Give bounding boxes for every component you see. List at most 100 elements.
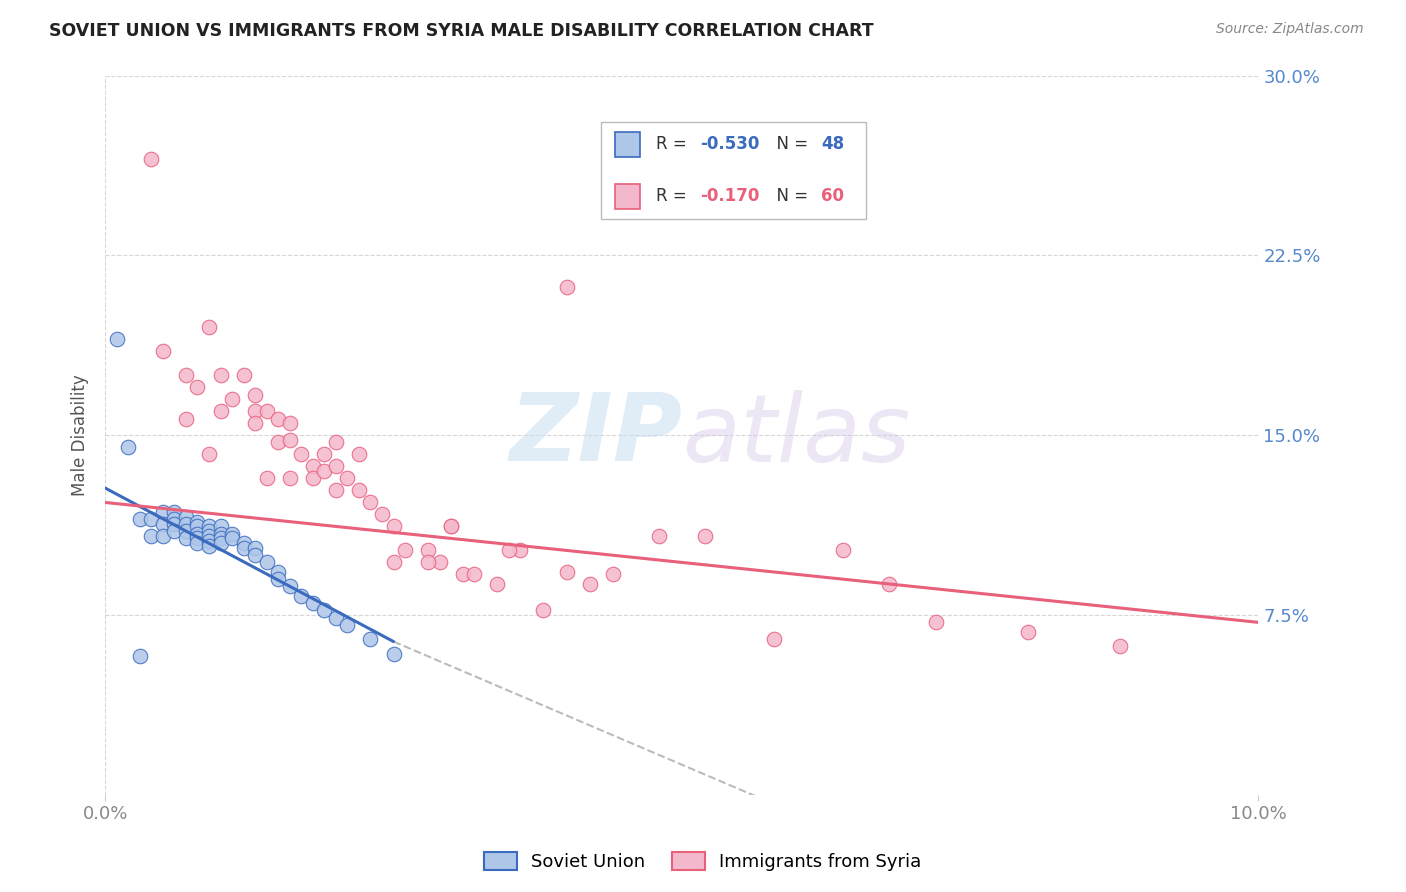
Point: [648, 529, 671, 543]
Point: [371, 508, 394, 522]
Point: [209, 536, 232, 550]
Point: [440, 519, 463, 533]
Point: [243, 548, 266, 562]
Point: [440, 519, 463, 533]
Point: [382, 647, 405, 661]
Point: [290, 589, 312, 603]
Point: [290, 448, 312, 462]
Point: [879, 577, 901, 591]
Point: [209, 532, 232, 546]
Point: [198, 320, 221, 334]
Point: [232, 536, 254, 550]
Point: [174, 509, 197, 524]
Bar: [602, 122, 866, 219]
Text: R =: R =: [657, 136, 693, 153]
Point: [394, 543, 416, 558]
Point: [209, 519, 232, 533]
Point: [278, 417, 301, 431]
Point: [301, 596, 323, 610]
Point: [128, 512, 150, 526]
Point: [763, 632, 786, 647]
Point: [141, 529, 163, 543]
Point: [314, 464, 336, 478]
Point: [382, 556, 405, 570]
Point: [128, 648, 150, 663]
Point: [256, 556, 278, 570]
Point: [163, 524, 186, 539]
Text: 48: 48: [821, 136, 845, 153]
Point: [117, 440, 139, 454]
Point: [325, 483, 347, 498]
Point: [105, 332, 128, 346]
Point: [832, 543, 855, 558]
Point: [186, 519, 208, 533]
Point: [198, 539, 221, 553]
Text: N =: N =: [766, 136, 814, 153]
Bar: [614, 132, 640, 157]
Point: [533, 603, 555, 617]
Point: [152, 505, 174, 519]
Point: [209, 404, 232, 418]
Point: [382, 519, 405, 533]
Point: [163, 516, 186, 531]
Point: [243, 404, 266, 418]
Text: -0.530: -0.530: [700, 136, 759, 153]
Point: [267, 411, 290, 425]
Point: [278, 433, 301, 447]
Point: [232, 368, 254, 383]
Point: [278, 579, 301, 593]
Point: [555, 565, 578, 579]
Point: [198, 533, 221, 548]
Point: [186, 515, 208, 529]
Text: SOVIET UNION VS IMMIGRANTS FROM SYRIA MALE DISABILITY CORRELATION CHART: SOVIET UNION VS IMMIGRANTS FROM SYRIA MA…: [49, 22, 875, 40]
Point: [416, 556, 439, 570]
Text: ZIP: ZIP: [509, 389, 682, 482]
Point: [301, 459, 323, 474]
Point: [509, 543, 531, 558]
Text: N =: N =: [766, 187, 814, 205]
Point: [174, 524, 197, 539]
Point: [416, 543, 439, 558]
Point: [278, 471, 301, 485]
Point: [198, 519, 221, 533]
Bar: [614, 184, 640, 209]
Point: [314, 448, 336, 462]
Point: [198, 529, 221, 543]
Point: [198, 524, 221, 539]
Point: [602, 567, 624, 582]
Point: [486, 577, 509, 591]
Point: [347, 483, 370, 498]
Text: -0.170: -0.170: [700, 187, 759, 205]
Point: [174, 411, 197, 425]
Point: [186, 536, 208, 550]
Point: [174, 368, 197, 383]
Point: [221, 526, 243, 541]
Point: [325, 459, 347, 474]
Point: [198, 448, 221, 462]
Point: [174, 532, 197, 546]
Point: [463, 567, 485, 582]
Point: [693, 529, 716, 543]
Point: [325, 610, 347, 624]
Point: [359, 632, 381, 647]
Point: [163, 512, 186, 526]
Point: [359, 495, 381, 509]
Point: [141, 512, 163, 526]
Point: [209, 526, 232, 541]
Text: Source: ZipAtlas.com: Source: ZipAtlas.com: [1216, 22, 1364, 37]
Point: [152, 344, 174, 359]
Point: [267, 435, 290, 450]
Point: [1109, 640, 1132, 654]
Point: [924, 615, 946, 630]
Point: [186, 526, 208, 541]
Point: [186, 532, 208, 546]
Point: [429, 556, 451, 570]
Point: [152, 516, 174, 531]
Point: [1017, 624, 1039, 639]
Point: [578, 577, 600, 591]
Point: [336, 471, 359, 485]
Point: [141, 153, 163, 167]
Point: [498, 543, 520, 558]
Point: [186, 380, 208, 394]
Point: [301, 471, 323, 485]
